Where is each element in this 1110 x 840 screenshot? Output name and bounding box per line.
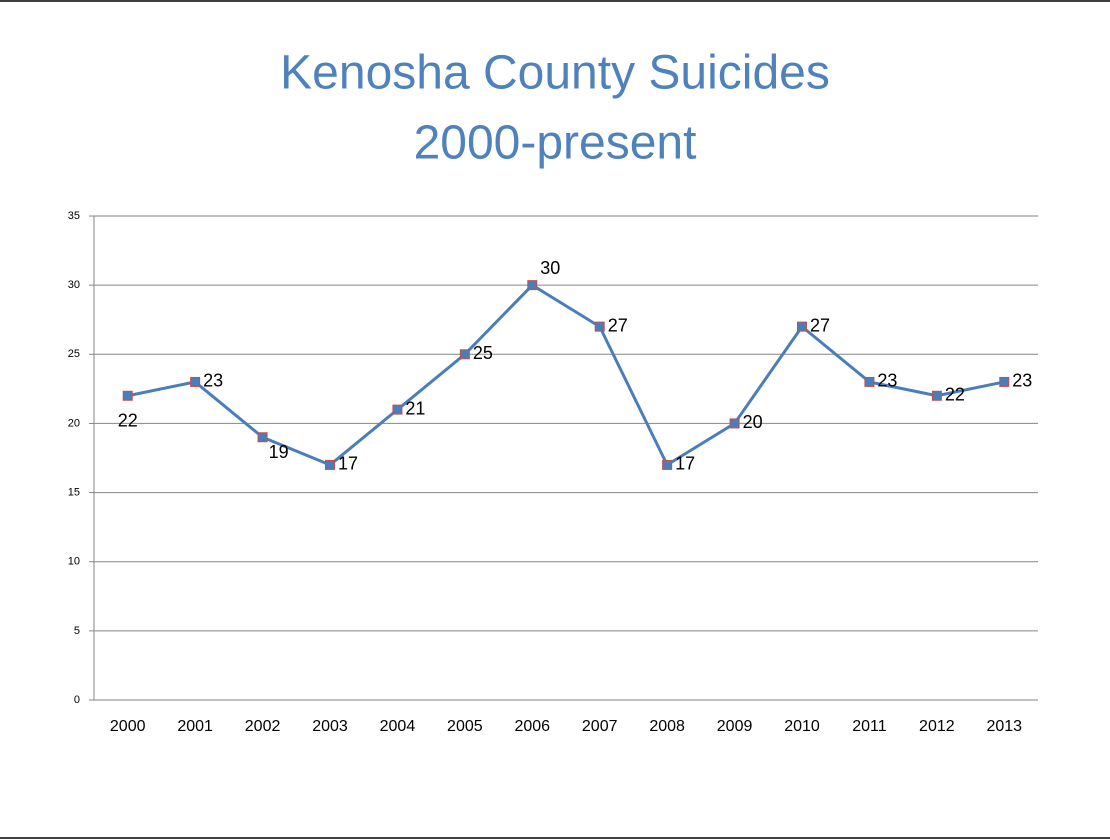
data-label: 22 — [118, 411, 138, 431]
y-tick-label: 10 — [68, 556, 80, 568]
x-tick-label: 2011 — [852, 718, 887, 735]
marker — [797, 321, 807, 332]
y-tick-label: 35 — [68, 210, 80, 222]
marker — [122, 390, 133, 401]
x-tick-label: 2007 — [582, 718, 618, 735]
data-label: 23 — [203, 371, 223, 391]
data-label: 19 — [269, 442, 289, 462]
y-tick-label: 5 — [74, 625, 80, 637]
data-label: 30 — [540, 258, 560, 278]
data-label: 17 — [338, 454, 358, 474]
marker — [594, 321, 605, 332]
y-tick-label: 15 — [68, 486, 80, 498]
marker — [459, 349, 470, 360]
x-tick-label: 2002 — [245, 718, 281, 735]
marker — [729, 418, 740, 429]
x-tick-label: 2000 — [110, 718, 146, 735]
y-tick-label: 0 — [74, 694, 80, 706]
data-label: 27 — [810, 315, 830, 335]
chart-subtitle: 2000-present — [414, 117, 697, 170]
marker — [392, 404, 403, 415]
marker — [864, 376, 875, 387]
x-tick-label: 2004 — [380, 718, 416, 735]
x-tick-label: 2012 — [919, 718, 955, 735]
x-tick-label: 2001 — [177, 718, 213, 735]
chart-title: Kenosha County Suicides — [280, 47, 830, 100]
data-label: 21 — [405, 398, 425, 418]
x-tick-label: 2003 — [312, 718, 348, 735]
marker — [931, 390, 942, 401]
x-tick-label: 2009 — [717, 718, 753, 735]
data-label: 27 — [608, 315, 628, 335]
marker — [999, 376, 1010, 387]
marker — [325, 459, 335, 470]
y-tick-label: 25 — [68, 348, 80, 360]
y-tick-label: 20 — [68, 417, 80, 429]
data-label: 20 — [743, 412, 763, 432]
x-tick-label: 2006 — [514, 718, 550, 735]
data-label: 23 — [877, 371, 897, 391]
data-label: 22 — [945, 385, 965, 405]
x-tick-label: 2013 — [986, 718, 1022, 735]
data-label: 17 — [675, 454, 695, 474]
marker — [190, 376, 201, 387]
data-label: 25 — [473, 343, 493, 363]
marker — [257, 432, 268, 443]
series-line — [127, 283, 1005, 468]
x-tick-label: 2008 — [649, 718, 685, 735]
x-tick-label: 2005 — [447, 718, 483, 735]
x-tick-label: 2010 — [784, 718, 820, 735]
marker — [527, 280, 538, 291]
data-label: 23 — [1012, 371, 1032, 391]
y-tick-label: 30 — [68, 279, 80, 291]
marker — [662, 459, 673, 470]
